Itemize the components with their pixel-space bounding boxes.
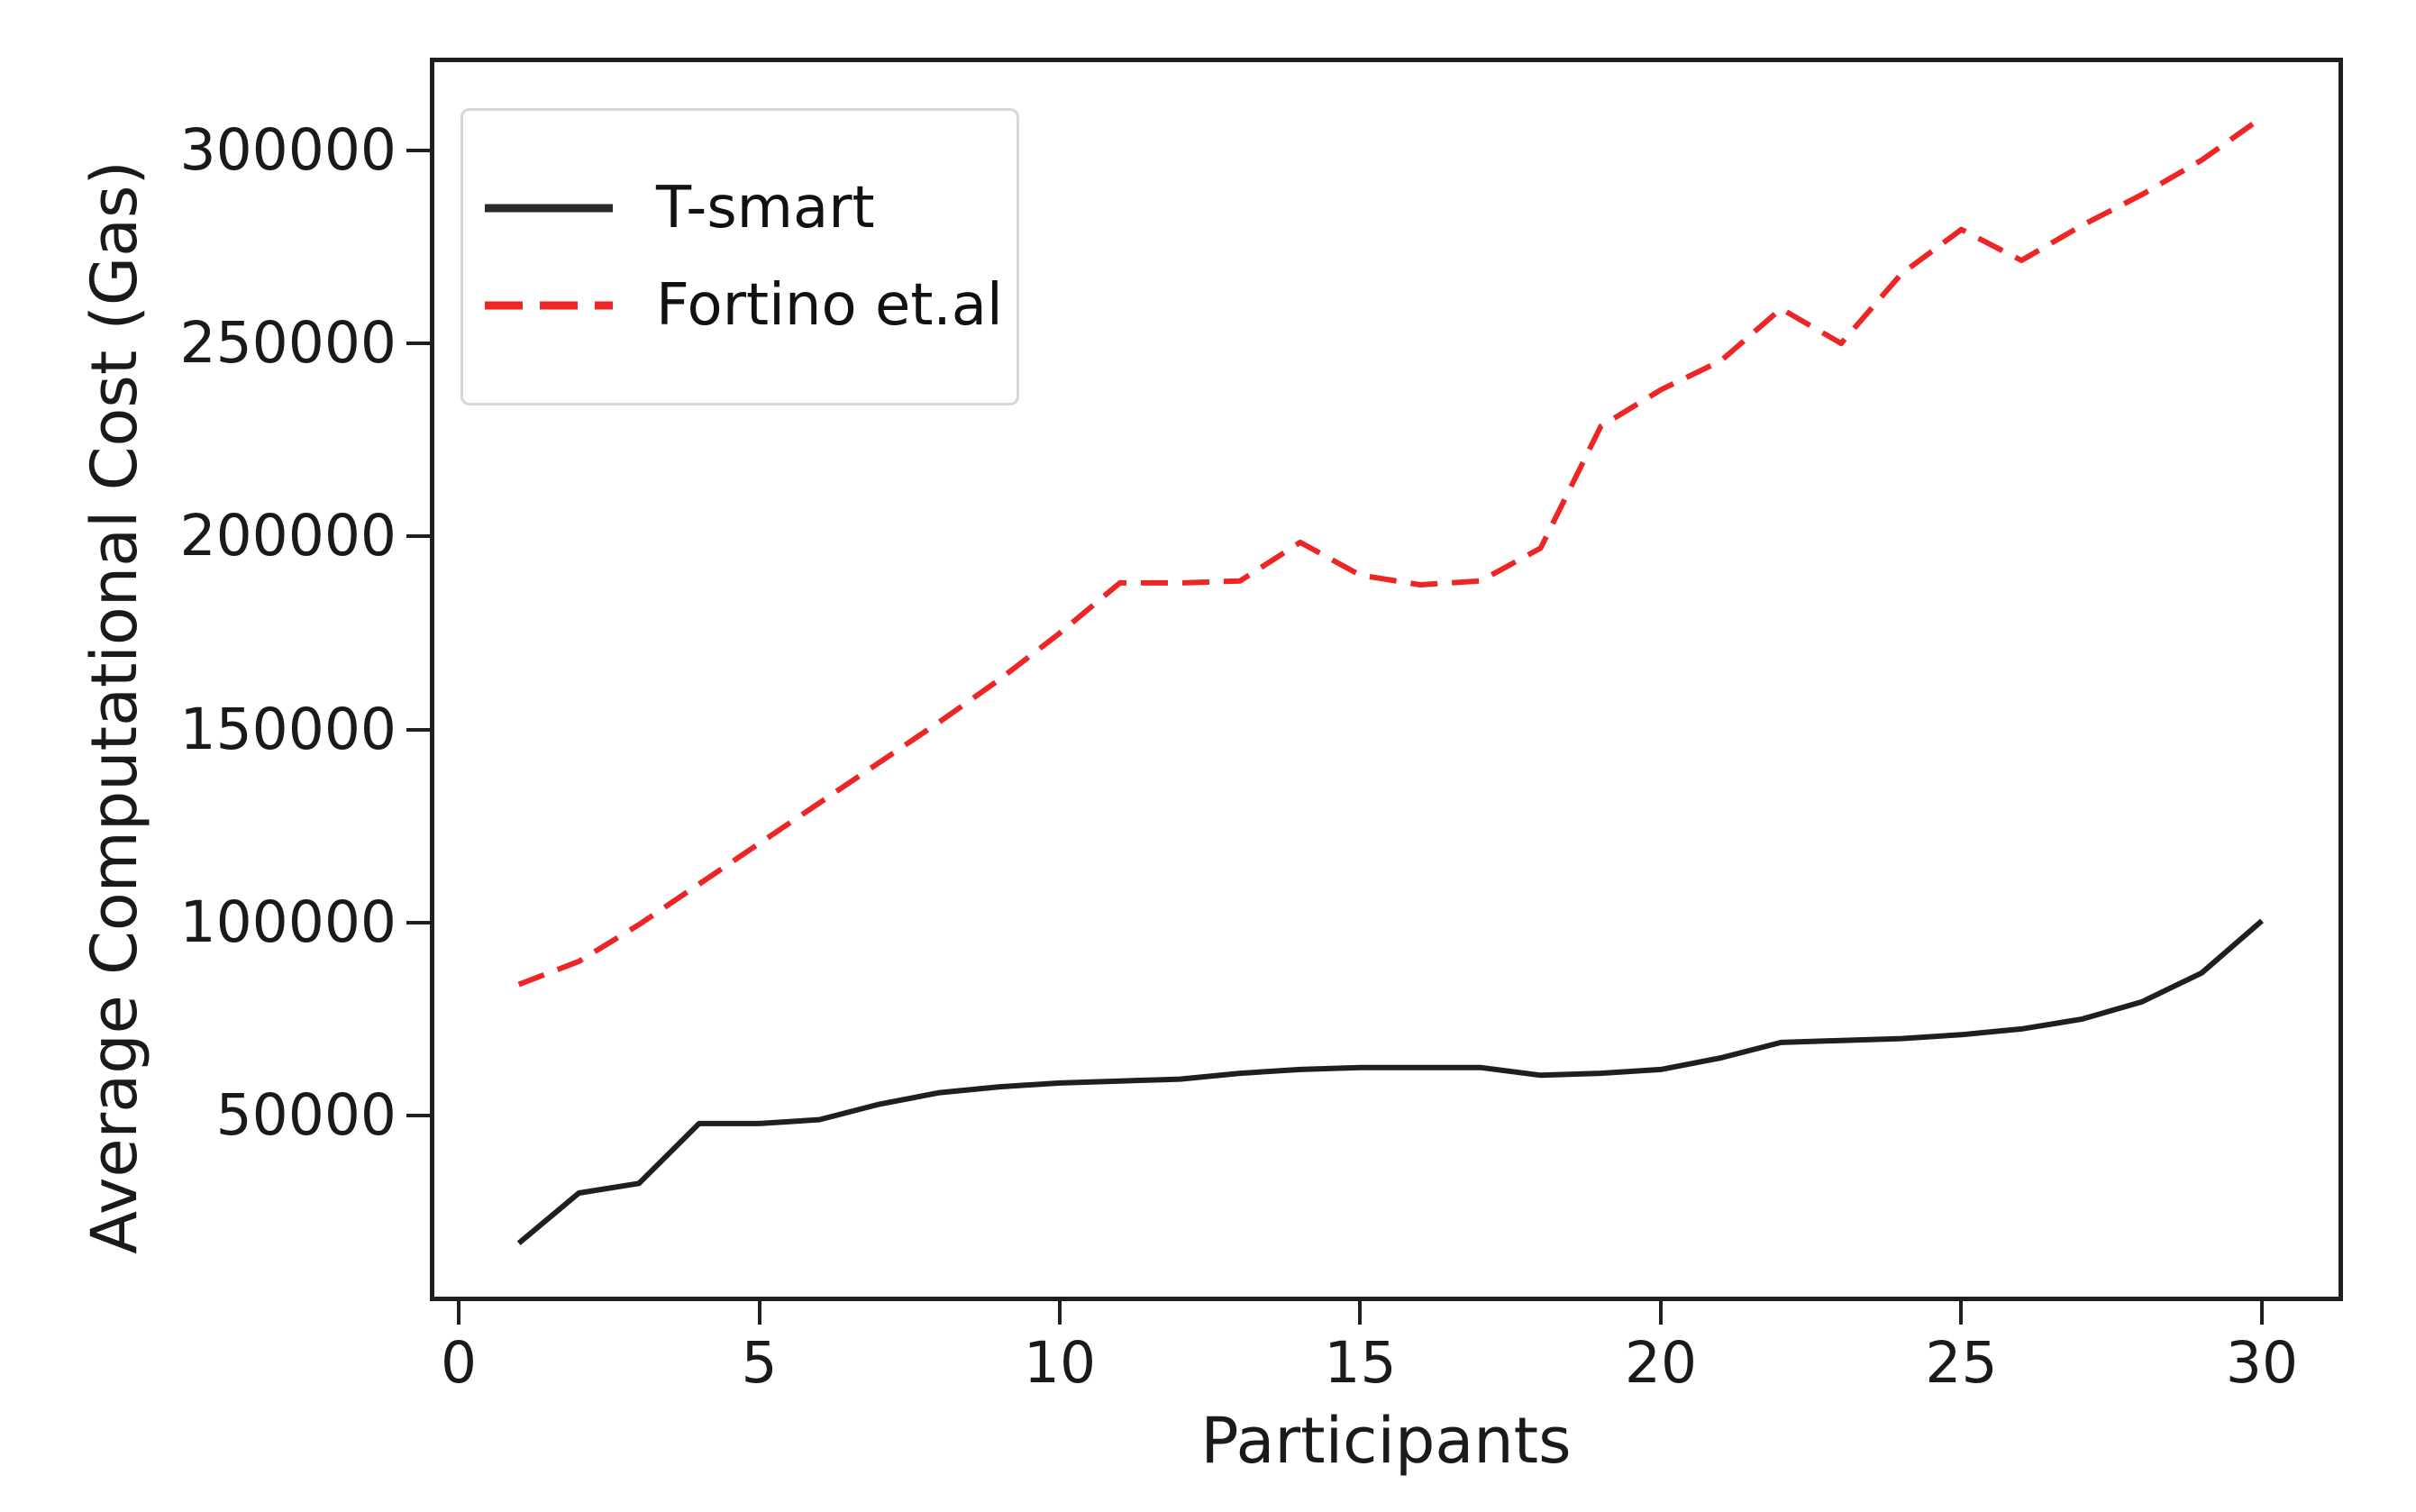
y-tick-mark (406, 727, 430, 732)
y-tick-mark (406, 534, 430, 539)
y-tick-mark (406, 921, 430, 925)
x-axis-label: Participants (1200, 1404, 1572, 1478)
x-tick-mark (757, 1301, 761, 1325)
x-tick-mark (1358, 1301, 1363, 1325)
x-tick-mark (457, 1301, 460, 1325)
y-tick-label: 100000 (179, 889, 397, 955)
legend-label-fortino: Fortino et.al (656, 272, 1003, 339)
legend-label-t-smart: T-smart (656, 175, 875, 241)
x-tick-label: 15 (1324, 1330, 1397, 1396)
x-tick-label: 0 (440, 1330, 478, 1396)
y-tick-mark (406, 1114, 430, 1118)
x-tick-mark (1959, 1301, 1964, 1325)
x-tick-label: 10 (1023, 1330, 1097, 1396)
fortino-legend-swatch-icon (485, 301, 613, 310)
legend-row-fortino: Fortino et.al (481, 272, 1017, 339)
x-tick-label: 30 (2225, 1330, 2299, 1396)
x-tick-label: 25 (1925, 1330, 1998, 1396)
y-tick-label: 300000 (179, 116, 397, 183)
x-tick-mark (1057, 1301, 1062, 1325)
fortino-line (517, 114, 2264, 988)
t-smart-legend-swatch-icon (485, 204, 613, 213)
legend-row-t-smart: T-smart (481, 175, 1017, 241)
x-tick-label: 5 (741, 1330, 778, 1396)
y-tick-label: 250000 (179, 310, 397, 377)
t-smart-line (516, 918, 2264, 1246)
x-tick-mark (1658, 1301, 1663, 1325)
y-tick-label: 50000 (215, 1082, 397, 1149)
y-tick-label: 150000 (179, 696, 397, 762)
x-tick-label: 20 (1624, 1330, 1698, 1396)
y-tick-mark (406, 148, 430, 152)
y-tick-mark (406, 342, 430, 346)
legend: T-smart Fortino et.al (460, 108, 1019, 405)
x-tick-mark (2259, 1301, 2264, 1325)
y-tick-label: 200000 (179, 503, 397, 569)
